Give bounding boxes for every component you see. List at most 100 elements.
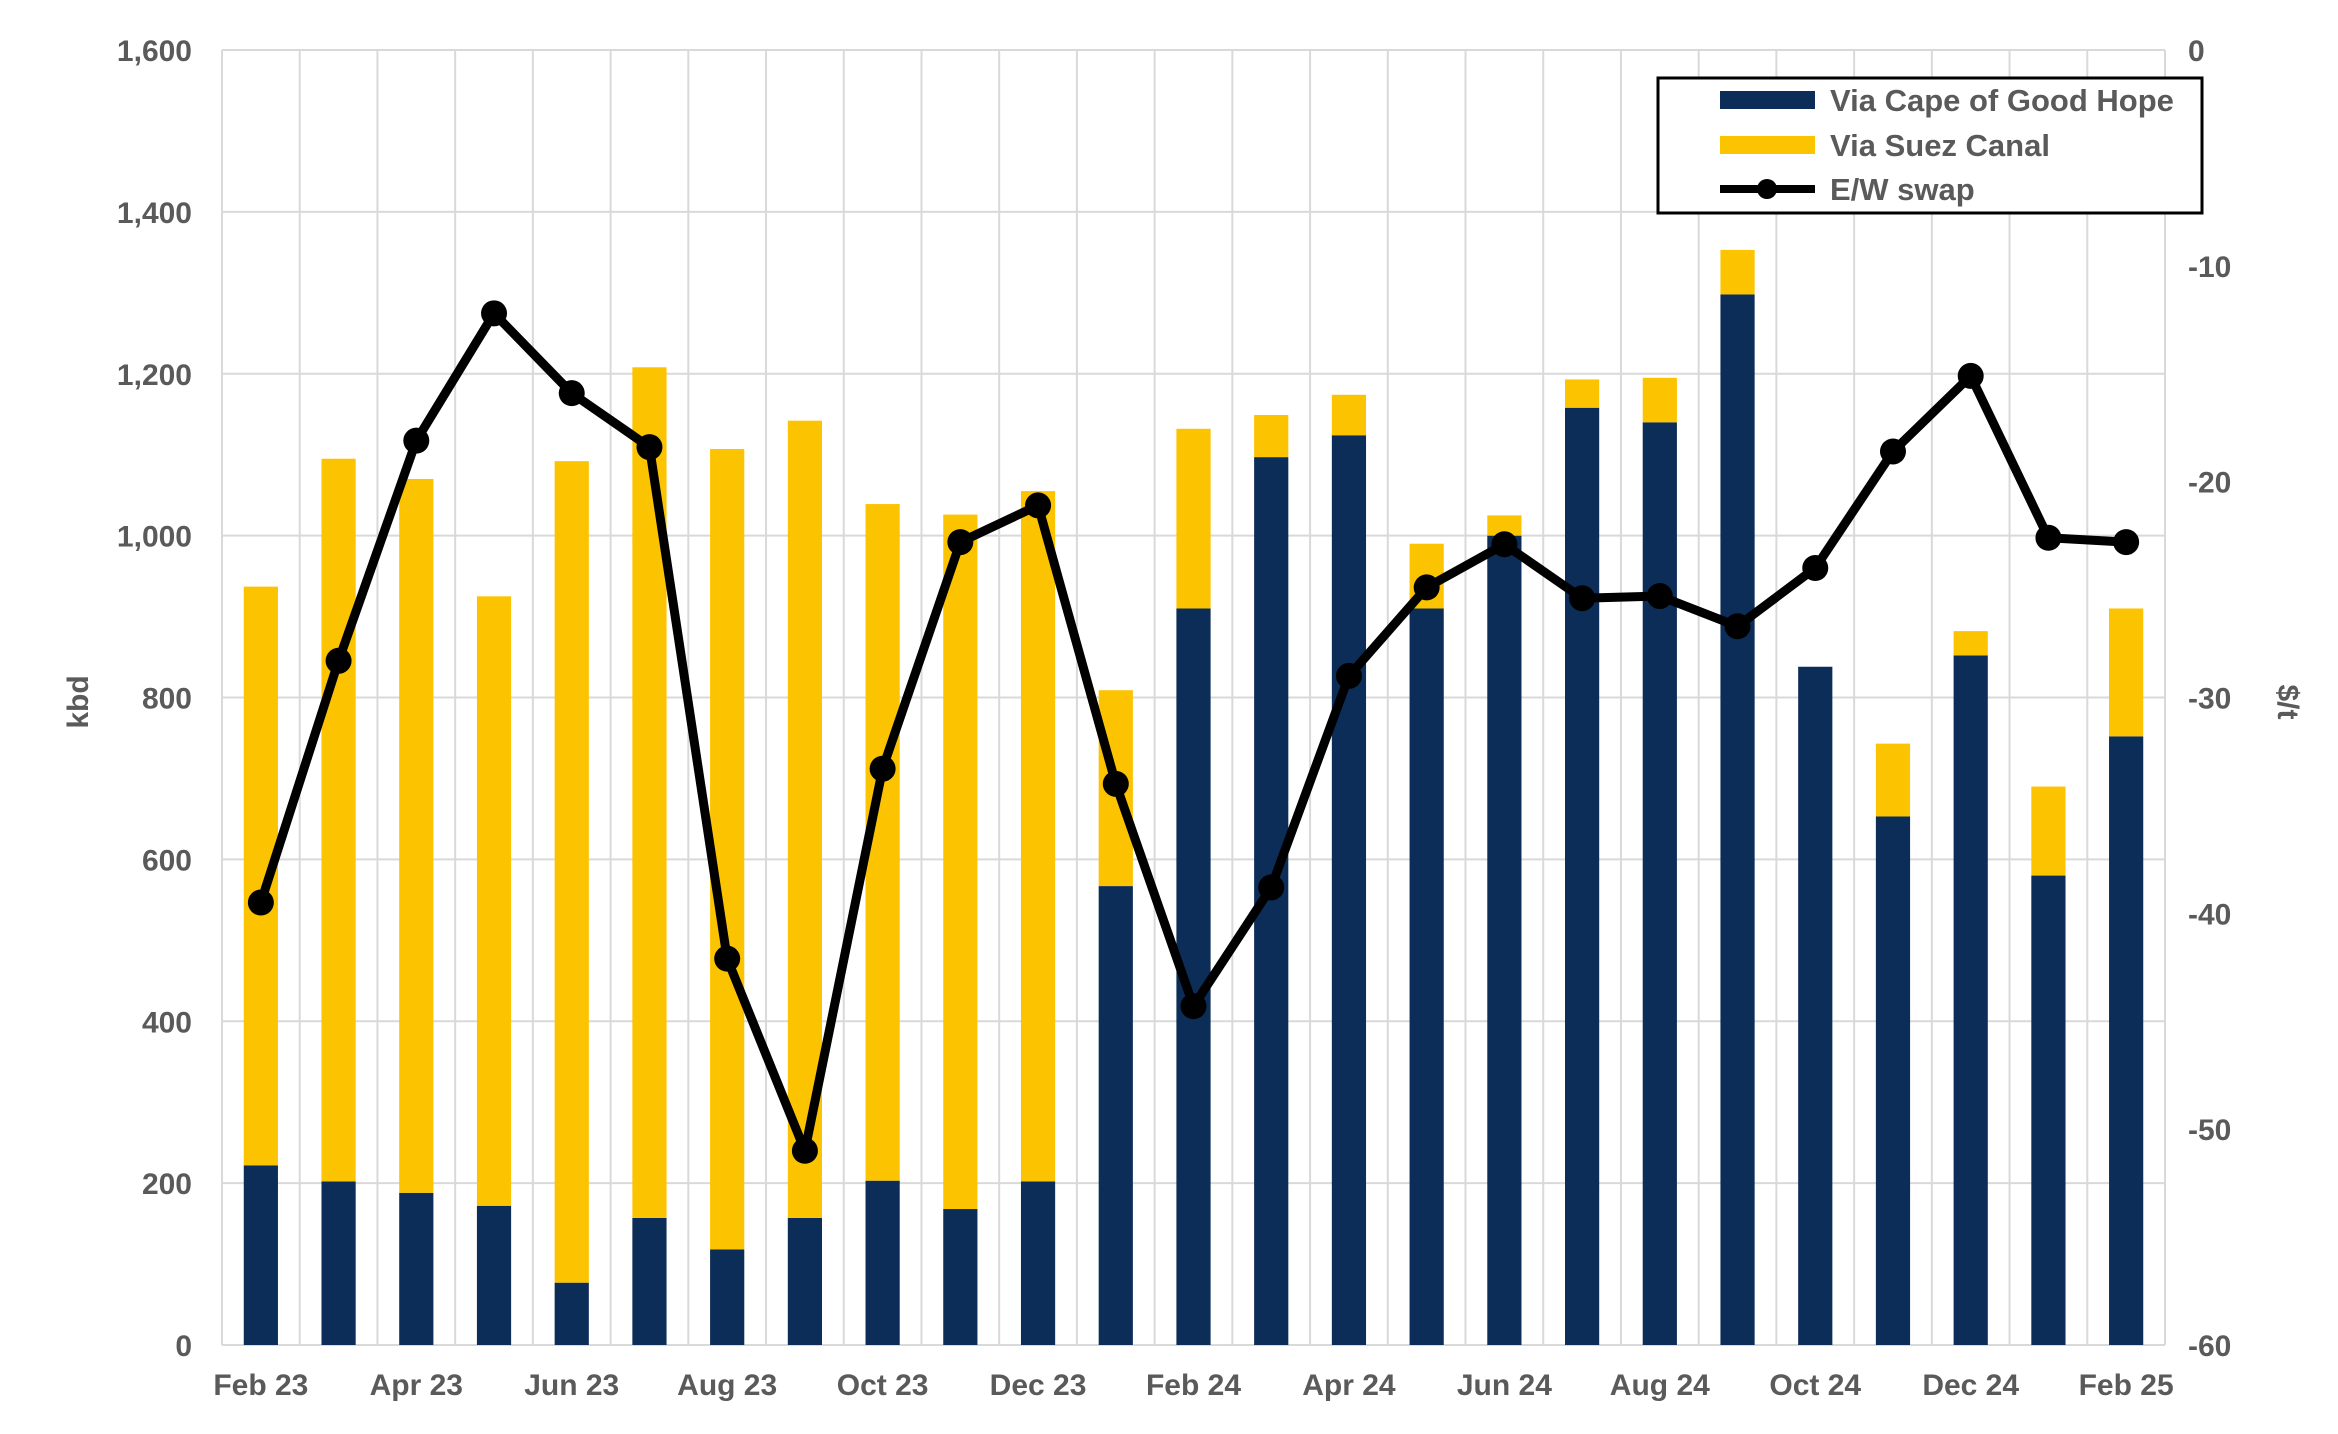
- y-tick-label: 1,200: [117, 359, 192, 392]
- swap-point: [2113, 529, 2140, 556]
- bar-suez: [1176, 428, 1211, 609]
- x-tick-label: Apr 24: [1302, 1369, 1396, 1402]
- bar-cape: [632, 1217, 667, 1345]
- bar-cape: [710, 1249, 745, 1345]
- y2-tick-label: -10: [2188, 251, 2231, 284]
- y-tick-label: 600: [142, 844, 192, 877]
- legend-label-swap: E/W swap: [1830, 172, 1975, 207]
- bar-suez: [1642, 377, 1677, 423]
- y2-tick-label: -30: [2188, 683, 2231, 716]
- swap-point: [1180, 993, 1207, 1020]
- y-axis-title: kbd: [62, 675, 95, 728]
- bar-suez: [1020, 491, 1056, 1182]
- swap-point: [869, 755, 896, 782]
- legend-marker-swap: [1757, 179, 1777, 199]
- bar-cape: [865, 1180, 900, 1345]
- bar-suez: [2109, 608, 2144, 737]
- swap-point: [1724, 613, 1751, 640]
- bar-cape: [1098, 886, 1133, 1345]
- legend-swatch-cape: [1720, 91, 1815, 109]
- legend-swatch-suez: [1720, 136, 1815, 154]
- y2-tick-label: 0: [2188, 35, 2205, 68]
- y2-tick-label: -50: [2188, 1114, 2231, 1147]
- x-tick-label: Apr 23: [370, 1369, 463, 1402]
- x-tick-label: Aug 23: [677, 1369, 777, 1402]
- bar-suez: [1565, 379, 1600, 408]
- x-tick-label: Jun 24: [1457, 1369, 1552, 1402]
- bar-cape: [554, 1282, 589, 1345]
- bar-suez: [710, 449, 745, 1250]
- y-tick-label: 1,000: [117, 521, 192, 554]
- bar-suez: [554, 461, 589, 1283]
- bar-suez: [1254, 415, 1289, 458]
- y-tick-label: 200: [142, 1168, 192, 1201]
- legend-label-cape: Via Cape of Good Hope: [1830, 83, 2174, 118]
- bar-cape: [2031, 875, 2066, 1345]
- bar-cape: [1798, 666, 1833, 1345]
- y-tick-label: 1,600: [117, 35, 192, 68]
- swap-point: [791, 1137, 818, 1164]
- swap-point: [481, 300, 508, 327]
- legend-label-suez: Via Suez Canal: [1830, 128, 2050, 163]
- bar-suez: [476, 596, 512, 1206]
- bar-cape: [1331, 435, 1367, 1345]
- bar-cape: [943, 1209, 978, 1345]
- y2-tick-label: -60: [2188, 1330, 2231, 1363]
- bar-cape: [1409, 608, 1444, 1345]
- y2-tick-label: -40: [2188, 898, 2231, 931]
- y2-tick-label: -20: [2188, 467, 2231, 500]
- swap-point: [325, 647, 352, 674]
- swap-point: [1491, 531, 1518, 558]
- bar-suez: [1720, 249, 1755, 295]
- y-tick-label: 400: [142, 1006, 192, 1039]
- bar-suez: [943, 514, 978, 1210]
- bar-cape: [321, 1181, 356, 1345]
- x-tick-label: Aug 24: [1610, 1369, 1710, 1402]
- swap-point: [1413, 574, 1440, 601]
- bar-cape: [1642, 422, 1677, 1345]
- legend: Via Cape of Good Hope Via Suez Canal E/W…: [1656, 76, 2204, 215]
- x-tick-label: Oct 24: [1769, 1369, 1861, 1402]
- bar-suez: [2031, 786, 2066, 876]
- y-tick-label: 0: [175, 1330, 192, 1363]
- swap-point: [558, 380, 585, 407]
- bar-cape: [1487, 535, 1522, 1345]
- bar-suez: [1953, 631, 1988, 656]
- bar-cape: [1875, 816, 1911, 1345]
- bar-suez: [1487, 515, 1522, 536]
- bar-cape: [1020, 1181, 1056, 1345]
- swap-line: [247, 300, 2140, 1164]
- bar-suez: [1875, 743, 1911, 817]
- x-tick-label: Dec 24: [1922, 1369, 2019, 1402]
- x-tick-label: Jun 23: [524, 1369, 619, 1402]
- bar-cape: [787, 1217, 822, 1345]
- x-tick-label: Feb 25: [2079, 1369, 2174, 1402]
- bar-cape: [399, 1192, 434, 1345]
- y-tick-label: 800: [142, 683, 192, 716]
- x-tick-label: Feb 24: [1146, 1369, 1241, 1402]
- bar-cape: [243, 1165, 278, 1345]
- swap-point: [1879, 438, 1906, 465]
- x-tick-label: Dec 23: [990, 1369, 1087, 1402]
- bar-cape: [1953, 655, 1988, 1345]
- bar-cape: [2109, 736, 2144, 1345]
- swap-point: [1646, 583, 1673, 610]
- x-tick-label: Feb 23: [213, 1369, 308, 1402]
- swap-point: [714, 945, 741, 972]
- swap-point: [1025, 492, 1052, 519]
- swap-point: [247, 889, 274, 916]
- grid: [221, 49, 2166, 1346]
- y2-axis-title: $/t: [2271, 684, 2304, 719]
- swap-point: [1802, 555, 1829, 581]
- x-tick-label: Oct 23: [837, 1369, 929, 1402]
- swap-point: [403, 427, 430, 454]
- bar-suez: [399, 478, 434, 1193]
- swap-point: [947, 529, 974, 556]
- swap-point: [1102, 770, 1129, 797]
- bar-cape: [476, 1205, 512, 1345]
- bar-suez: [321, 458, 356, 1182]
- axes: 0 200 400 600 800 1,000 1,200 1,400 1,600 0 -10 -20…: [117, 35, 2231, 1402]
- swap-point: [1258, 874, 1285, 901]
